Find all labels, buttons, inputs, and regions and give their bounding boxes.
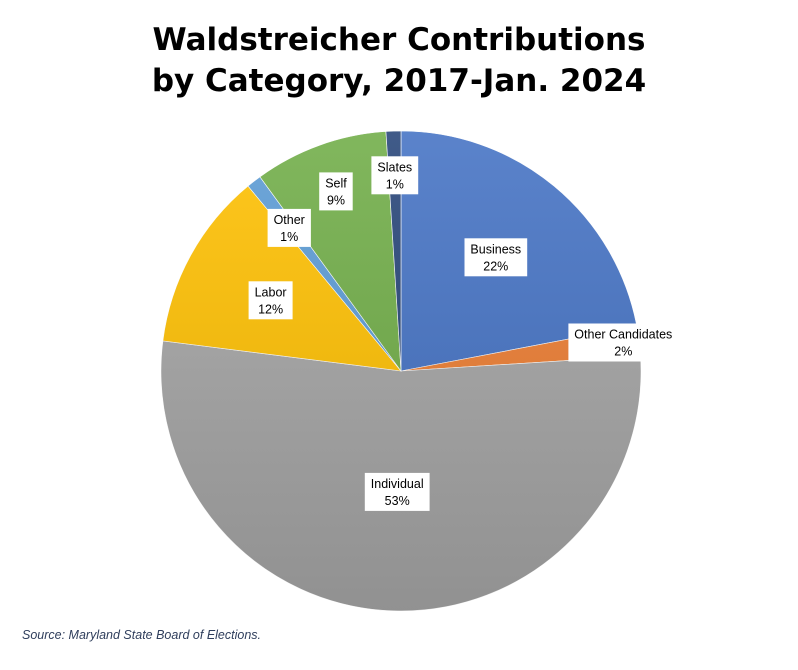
slice-label-box-slates [371, 156, 419, 195]
slice-label-value-slates: 1% [386, 177, 404, 191]
slice-label-box-other-candidates [568, 323, 679, 362]
pie-labels: Business 22% Other Candidates 2% Individual 5… [248, 156, 679, 511]
slice-label-name-labor: Labor [255, 285, 287, 299]
slice-label-value-business: 22% [483, 259, 508, 273]
slice-label-name-other: Other [274, 213, 305, 227]
slice-label-box-labor [248, 281, 293, 320]
slice-label-value-other: 1% [280, 230, 298, 244]
slice-label-self: Self 9% [319, 172, 353, 211]
slice-label-name-slates: Slates [377, 160, 412, 174]
chart-title-line-2: by Category, 2017-Jan. 2024 [151, 63, 647, 99]
chart-title-line-1: Waldstreicher Contributions [152, 22, 646, 58]
chart-title: Waldstreicher Contributions by Category,… [0, 20, 798, 102]
slice-label-name-individual: Individual [371, 477, 424, 491]
slice-label-name-self: Self [325, 176, 347, 190]
slice-label-value-labor: 12% [258, 302, 283, 316]
slice-label-box-other [267, 208, 311, 247]
slice-label-name-other-candidates: Other Candidates [574, 328, 672, 342]
slice-label-name-business: Business [470, 242, 521, 256]
slice-label-other: Other 1% [267, 208, 311, 247]
slice-label-business: Business 22% [464, 238, 528, 277]
slice-label-value-self: 9% [327, 193, 345, 207]
source-note: Source: Maryland State Board of Election… [22, 628, 262, 642]
slice-label-other-candidates: Other Candidates 2% [568, 323, 679, 362]
slice-label-box-individual [364, 472, 430, 511]
slice-label-slates: Slates 1% [371, 156, 419, 195]
slice-label-value-individual: 53% [385, 494, 410, 508]
pie-slices [160, 130, 642, 612]
slice-label-box-self [319, 172, 353, 211]
slice-label-value-other-candidates: 2% [614, 345, 632, 359]
slice-label-individual: Individual 53% [364, 472, 430, 511]
slice-label-labor: Labor 12% [248, 281, 293, 320]
slice-label-box-business [464, 238, 528, 277]
